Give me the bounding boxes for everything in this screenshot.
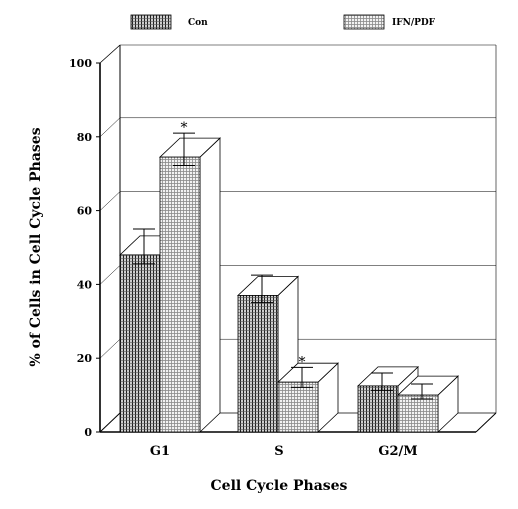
floor-side-edge bbox=[99, 412, 121, 433]
x-axis-title: Cell Cycle Phases bbox=[211, 478, 348, 494]
bar-front-face bbox=[397, 394, 439, 433]
side-wall-top-edge bbox=[99, 44, 121, 64]
bars: ** bbox=[118, 120, 460, 433]
significance-star: * bbox=[181, 120, 188, 136]
ytick-label-100: 100 bbox=[69, 57, 92, 70]
bar-g2-m-ifn-pdf bbox=[396, 375, 460, 433]
bar-front-face bbox=[357, 385, 399, 433]
ytick-label-20: 20 bbox=[77, 352, 93, 365]
category-label-g1: G1 bbox=[150, 444, 170, 459]
gridline-side-80 bbox=[99, 117, 121, 137]
legend-label-con: Con bbox=[188, 18, 208, 28]
ytick-label-80: 80 bbox=[77, 131, 93, 144]
bar-s-ifn-pdf: * bbox=[276, 354, 340, 433]
y-axis-ticks: 0 20 40 60 80 100 bbox=[69, 57, 100, 439]
gridline-side-60 bbox=[99, 191, 121, 211]
y-axis-title: % of Cells in Cell Cycle Phases bbox=[28, 127, 44, 366]
legend-swatch-ifn-pdf bbox=[343, 14, 385, 30]
bar-front-face bbox=[159, 156, 201, 433]
category-label-g2-m: G2/M bbox=[378, 444, 417, 459]
ytick-label-0: 0 bbox=[84, 426, 92, 439]
gridline-side-40 bbox=[99, 265, 121, 285]
gridline-side-20 bbox=[99, 339, 121, 359]
legend-label-ifn-pdf: IFN/PDF bbox=[392, 18, 436, 28]
bar-front-face bbox=[119, 254, 161, 433]
significance-star: * bbox=[299, 354, 306, 370]
bar-front-face bbox=[237, 295, 279, 433]
legend: Con IFN/PDF bbox=[130, 14, 436, 30]
legend-swatch-con bbox=[130, 14, 172, 30]
bar-g1-ifn-pdf: * bbox=[158, 120, 222, 433]
ytick-label-40: 40 bbox=[77, 278, 93, 291]
bar-front-face bbox=[277, 381, 319, 433]
ytick-label-60: 60 bbox=[77, 205, 93, 218]
category-labels: G1 S G2/M bbox=[150, 444, 418, 459]
bar-side-face bbox=[199, 137, 221, 433]
floor-right-edge bbox=[475, 412, 497, 433]
category-label-s: S bbox=[274, 444, 283, 459]
